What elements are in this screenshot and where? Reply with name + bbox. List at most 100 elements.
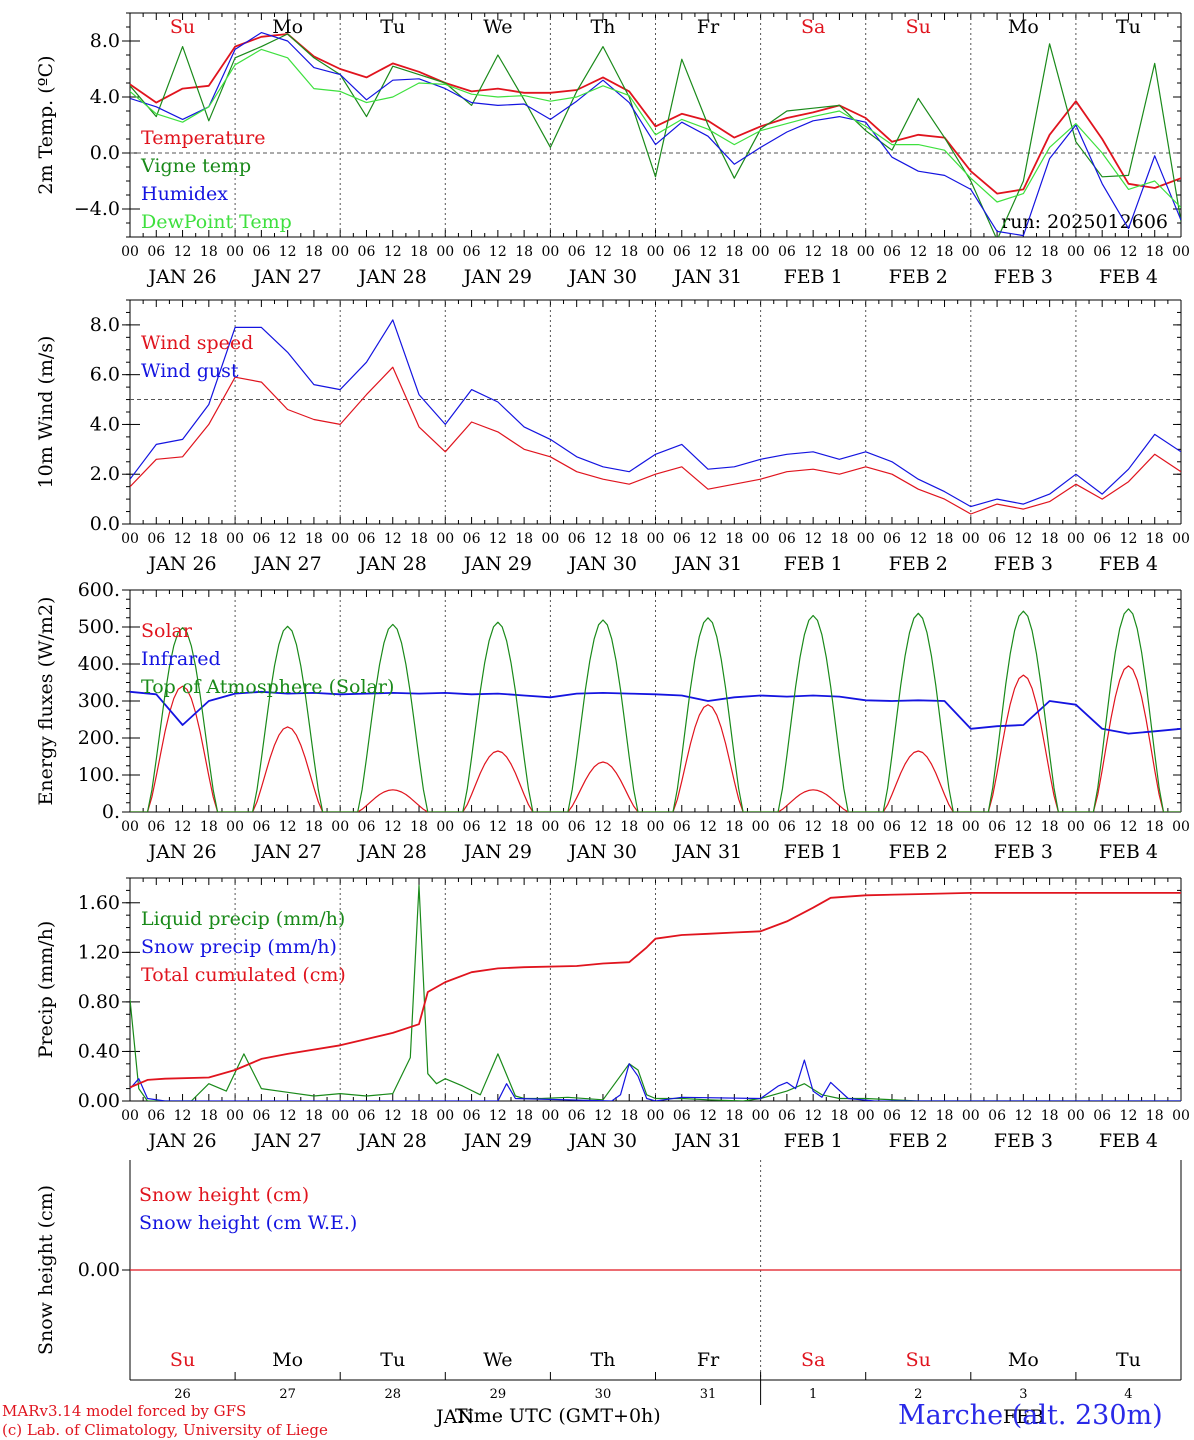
hour-label: 06 — [1093, 1108, 1111, 1124]
day-name: Fr — [697, 1349, 720, 1371]
hour-label: 00 — [541, 1108, 559, 1124]
hour-label: 18 — [620, 1108, 638, 1124]
date-label: JAN 30 — [567, 266, 637, 288]
hour-label: 18 — [410, 1108, 428, 1124]
y-tick-label: 4.0 — [90, 86, 120, 108]
y-tick-label: 8.0 — [90, 314, 120, 336]
hour-label: 00 — [1172, 531, 1190, 547]
hour-label: 06 — [883, 244, 901, 260]
series-line — [130, 48, 1181, 209]
hour-label: 00 — [541, 819, 559, 835]
day-name: Th — [590, 1349, 615, 1371]
hour-label: 18 — [936, 1108, 954, 1124]
y-tick-label: 0.0 — [90, 513, 120, 535]
hour-label: 06 — [147, 1108, 165, 1124]
hour-label: 00 — [962, 1108, 980, 1124]
hour-label: 12 — [384, 1108, 402, 1124]
date-label: JAN 26 — [146, 841, 216, 863]
y-tick-label: 2.0 — [90, 463, 120, 485]
date-label: JAN 26 — [146, 266, 216, 288]
hour-label: 00 — [226, 1108, 244, 1124]
station-name: Marche (alt. 230m) — [898, 1400, 1163, 1431]
hour-label: 18 — [305, 244, 323, 260]
panel-1: 00 06 12 18 00 06 12 18 00 06 12 18 00 06 12 18 00 06 12 18… — [35, 12, 1190, 288]
hour-label: 06 — [778, 819, 796, 835]
day-name: Mo — [272, 16, 303, 38]
legend-entry: Top of Atmosphere (Solar) — [141, 676, 394, 698]
hour-label: 00 — [121, 244, 139, 260]
month-label: JAN — [434, 1406, 474, 1428]
day-name: Su — [170, 1349, 195, 1371]
hour-label: 12 — [1120, 1108, 1138, 1124]
hour-label: 06 — [463, 819, 481, 835]
y-axis-label: 10m Wind (m/s) — [35, 336, 57, 489]
hour-label: 12 — [804, 244, 822, 260]
hour-label: 00 — [1172, 244, 1190, 260]
hour-label: 18 — [305, 531, 323, 547]
hour-label: 18 — [1041, 531, 1059, 547]
date-label: FEB 1 — [784, 1130, 843, 1152]
hour-label: 00 — [647, 531, 665, 547]
hour-label: 00 — [962, 819, 980, 835]
date-label: JAN 29 — [462, 841, 532, 863]
hour-label: 00 — [1067, 819, 1085, 835]
legend-entry: Infrared — [141, 648, 221, 670]
series-layer — [130, 32, 1181, 237]
hour-label: 06 — [1093, 819, 1111, 835]
hour-label: 12 — [1014, 244, 1032, 260]
hour-label: 18 — [1041, 1108, 1059, 1124]
date-label: FEB 2 — [889, 1130, 948, 1152]
hour-label: 18 — [725, 1108, 743, 1124]
hour-label: 00 — [857, 819, 875, 835]
hour-label: 06 — [988, 819, 1006, 835]
date-label: FEB 1 — [784, 266, 843, 288]
copyright-credit: (c) Lab. of Climatology, University of L… — [2, 1421, 328, 1439]
hour-label: 12 — [699, 531, 717, 547]
hour-label: 12 — [174, 819, 192, 835]
hour-label: 12 — [174, 531, 192, 547]
hour-label: 00 — [1172, 1108, 1190, 1124]
y-axis-label: Energy fluxes (W/m2) — [35, 597, 57, 806]
hour-label: 00 — [436, 244, 454, 260]
hour-label: 12 — [489, 244, 507, 260]
y-tick-label: 0.40 — [78, 1040, 120, 1062]
series-line — [130, 884, 1181, 1101]
hour-label: 06 — [988, 531, 1006, 547]
date-label: FEB 2 — [889, 266, 948, 288]
run-label: run: 2025012606 — [1001, 211, 1168, 233]
hour-label: 12 — [594, 819, 612, 835]
hour-label: 12 — [699, 244, 717, 260]
day-number: 1 — [809, 1387, 817, 1402]
date-label: JAN 28 — [357, 553, 427, 575]
hour-label: 12 — [909, 1108, 927, 1124]
hour-label: 18 — [936, 531, 954, 547]
hour-label: 18 — [1041, 244, 1059, 260]
hour-label: 18 — [305, 819, 323, 835]
hour-label: 00 — [752, 1108, 770, 1124]
hour-label: 18 — [831, 819, 849, 835]
x-axis-title: Time UTC (GMT+0h) — [455, 1405, 661, 1427]
series-line — [130, 608, 1181, 812]
hour-label: 12 — [1120, 819, 1138, 835]
hour-label: 18 — [200, 531, 218, 547]
day-name: Mo — [272, 1349, 303, 1371]
series-line — [130, 1059, 1181, 1101]
hour-label: 06 — [778, 244, 796, 260]
legend-entry: Wind speed — [141, 332, 253, 354]
day-name: Su — [906, 1349, 931, 1371]
date-label: JAN 28 — [357, 841, 427, 863]
hour-label: 00 — [1172, 819, 1190, 835]
hour-label: 06 — [883, 531, 901, 547]
date-label: FEB 3 — [994, 553, 1053, 575]
legend-entry: Solar — [141, 620, 193, 642]
hour-label: 12 — [384, 531, 402, 547]
hour-label: 00 — [226, 819, 244, 835]
hour-label: 12 — [699, 1108, 717, 1124]
date-label: JAN 30 — [567, 1130, 637, 1152]
y-tick-label: −4.0 — [74, 198, 120, 220]
series-layer — [130, 319, 1181, 515]
hour-label: 00 — [962, 531, 980, 547]
hour-label: 18 — [831, 531, 849, 547]
y-tick-label: 1.60 — [78, 892, 120, 914]
hour-label: 06 — [1093, 244, 1111, 260]
